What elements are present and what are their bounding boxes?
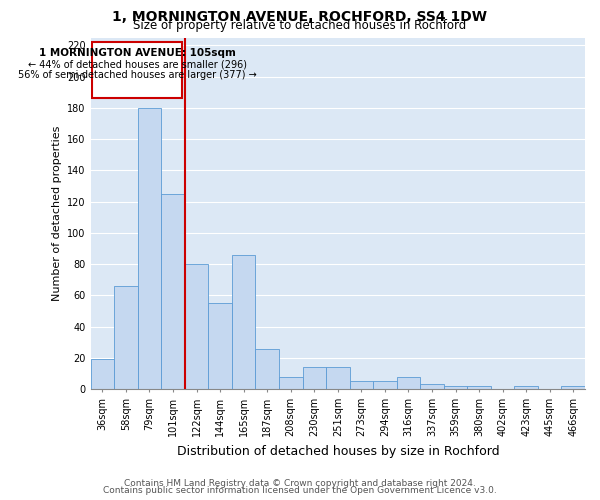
- Text: 1, MORNINGTON AVENUE, ROCHFORD, SS4 1DW: 1, MORNINGTON AVENUE, ROCHFORD, SS4 1DW: [113, 10, 487, 24]
- Bar: [467, 386, 491, 389]
- Bar: [562, 386, 585, 389]
- Bar: [91, 360, 114, 389]
- Bar: [161, 194, 185, 389]
- FancyBboxPatch shape: [92, 42, 182, 98]
- Bar: [350, 382, 373, 389]
- Bar: [326, 368, 350, 389]
- Bar: [208, 303, 232, 389]
- Text: Contains HM Land Registry data © Crown copyright and database right 2024.: Contains HM Land Registry data © Crown c…: [124, 478, 476, 488]
- Bar: [420, 384, 444, 389]
- Bar: [397, 376, 420, 389]
- Bar: [444, 386, 467, 389]
- Text: 1 MORNINGTON AVENUE: 105sqm: 1 MORNINGTON AVENUE: 105sqm: [38, 48, 236, 58]
- Bar: [114, 286, 138, 389]
- Bar: [185, 264, 208, 389]
- Text: ← 44% of detached houses are smaller (296): ← 44% of detached houses are smaller (29…: [28, 60, 247, 70]
- Text: Contains public sector information licensed under the Open Government Licence v3: Contains public sector information licen…: [103, 486, 497, 495]
- Text: 56% of semi-detached houses are larger (377) →: 56% of semi-detached houses are larger (…: [18, 70, 257, 81]
- Bar: [279, 376, 302, 389]
- X-axis label: Distribution of detached houses by size in Rochford: Distribution of detached houses by size …: [176, 444, 499, 458]
- Y-axis label: Number of detached properties: Number of detached properties: [52, 126, 62, 301]
- Bar: [514, 386, 538, 389]
- Bar: [256, 348, 279, 389]
- Bar: [232, 254, 256, 389]
- Bar: [138, 108, 161, 389]
- Bar: [373, 382, 397, 389]
- Text: Size of property relative to detached houses in Rochford: Size of property relative to detached ho…: [133, 18, 467, 32]
- Bar: [302, 368, 326, 389]
